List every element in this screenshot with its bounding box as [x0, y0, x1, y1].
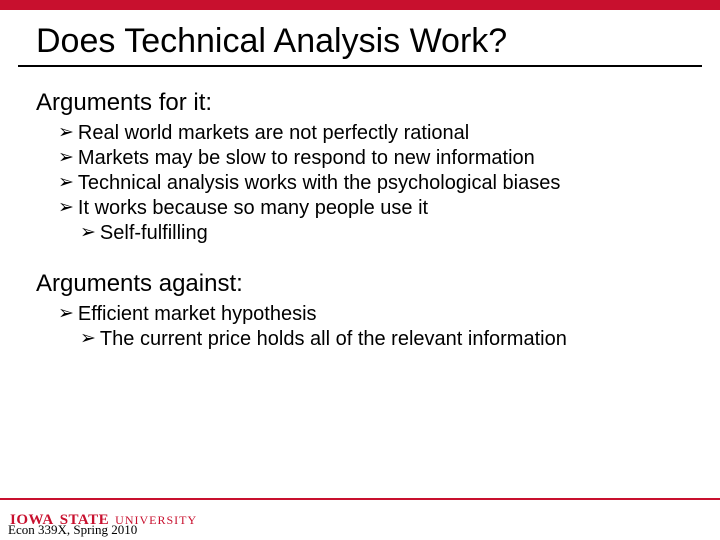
bullet-item: ➢ Self-fulfilling [80, 221, 684, 246]
bullet-text: It works because so many people use it [78, 196, 428, 221]
section-for: Arguments for it: ➢ Real world markets a… [36, 89, 684, 246]
bullet-text: Efficient market hypothesis [78, 302, 317, 327]
bullet-item: ➢ Efficient market hypothesis [58, 302, 684, 327]
section-heading-against: Arguments against: [36, 270, 684, 298]
arrow-bullet-icon: ➢ [58, 196, 74, 220]
arrow-bullet-icon: ➢ [80, 327, 96, 351]
section-against: Arguments against: ➢ Efficient market hy… [36, 270, 684, 352]
arrow-bullet-icon: ➢ [58, 171, 74, 195]
slide-title: Does Technical Analysis Work? [36, 22, 720, 61]
section-heading-for: Arguments for it: [36, 89, 684, 117]
course-info: Econ 339X, Spring 2010 [8, 522, 137, 538]
arrow-bullet-icon: ➢ [58, 302, 74, 326]
bullet-item: ➢ The current price holds all of the rel… [80, 327, 684, 352]
bullet-text: Real world markets are not perfectly rat… [78, 121, 469, 146]
bullet-item: ➢ Real world markets are not perfectly r… [58, 121, 684, 146]
slide-content: Arguments for it: ➢ Real world markets a… [0, 67, 720, 352]
bullet-item: ➢ It works because so many people use it [58, 196, 684, 221]
bullet-text: Technical analysis works with the psycho… [78, 171, 560, 196]
bullet-text: Markets may be slow to respond to new in… [78, 146, 535, 171]
bullet-text: Self-fulfilling [100, 221, 208, 246]
bullet-item: ➢ Technical analysis works with the psyc… [58, 171, 684, 196]
bullet-item: ➢ Markets may be slow to respond to new … [58, 146, 684, 171]
arrow-bullet-icon: ➢ [80, 221, 96, 245]
top-red-bar [0, 0, 720, 10]
slide-footer: IOWA STATE UNIVERSITY Econ 339X, Spring … [0, 498, 720, 540]
bullet-text: The current price holds all of the relev… [100, 327, 567, 352]
arrow-bullet-icon: ➢ [58, 121, 74, 145]
arrow-bullet-icon: ➢ [58, 146, 74, 170]
